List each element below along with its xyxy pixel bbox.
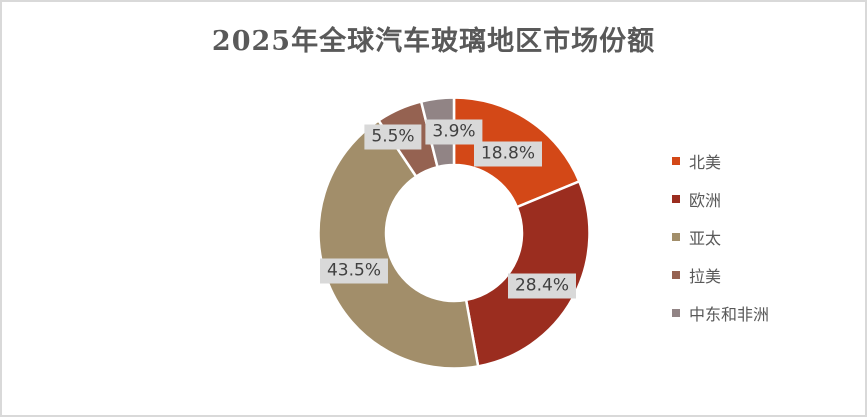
legend-label: 北美 [689,153,722,172]
legend-label: 中东和非洲 [689,305,770,324]
legend-item-3: 拉美 [672,256,769,294]
legend-label: 亚太 [689,229,722,248]
legend-item-2: 亚太 [672,218,769,256]
legend-label: 拉美 [689,267,722,286]
data-label-2: 43.5% [319,258,389,284]
legend-item-1: 欧洲 [672,180,769,218]
data-label-0: 18.8% [473,141,543,167]
data-label-1: 28.4% [507,273,577,299]
legend-swatch-icon [672,157,680,165]
legend-swatch-icon [672,233,680,241]
chart-title: 2025年全球汽车玻璃地区市场份额 [211,26,656,57]
legend-label: 欧洲 [689,191,722,210]
data-label-4: 3.9% [425,119,483,145]
legend-swatch-icon [672,309,680,317]
donut-slice-2 [317,118,480,370]
legend: 北美欧洲亚太拉美中东和非洲 [672,142,769,332]
legend-item-0: 北美 [672,142,769,180]
legend-item-4: 中东和非洲 [672,294,769,332]
data-label-3: 5.5% [364,124,422,150]
legend-swatch-icon [672,271,680,279]
legend-swatch-icon [672,195,680,203]
